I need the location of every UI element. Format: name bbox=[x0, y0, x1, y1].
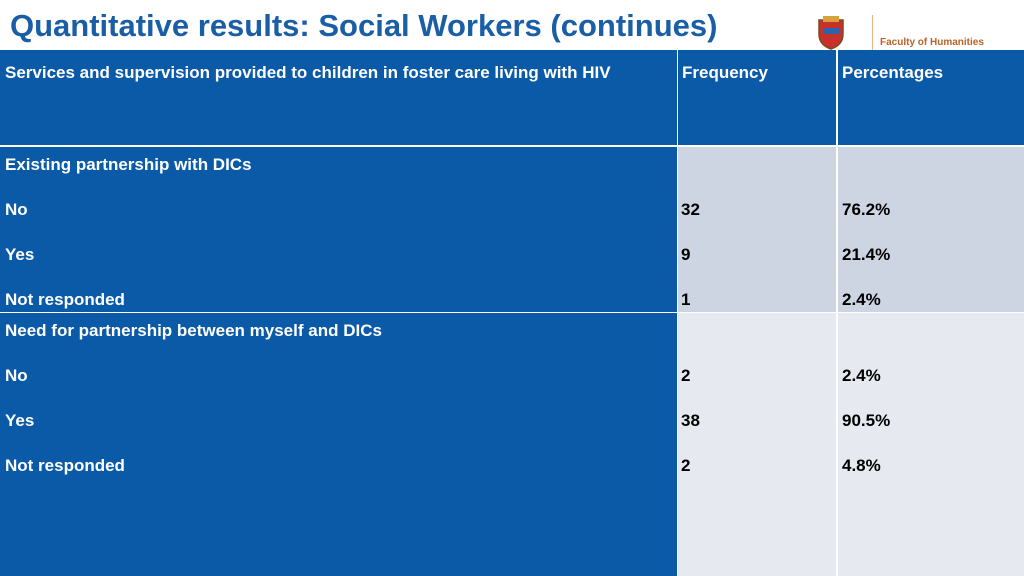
section-label-cell bbox=[0, 147, 677, 312]
percentage: 2.4% bbox=[842, 366, 881, 385]
section-heading: Existing partnership with DICs bbox=[5, 155, 252, 174]
frequency: 9 bbox=[681, 245, 691, 264]
section-cell bbox=[678, 313, 836, 576]
row-label: No bbox=[5, 200, 28, 219]
percentage: 90.5% bbox=[842, 411, 891, 430]
frequency: 1 bbox=[681, 290, 691, 309]
section-cell bbox=[838, 147, 1024, 312]
table: Services and supervision provided to chi… bbox=[0, 50, 1024, 576]
frequency: 2 bbox=[681, 366, 691, 385]
logo-crest bbox=[818, 16, 844, 50]
section-cell bbox=[678, 147, 836, 312]
header-cell: Services and supervision provided to chi… bbox=[0, 50, 677, 145]
divider bbox=[872, 15, 873, 50]
row-label: Yes bbox=[5, 245, 35, 264]
row-label: Not responded bbox=[5, 290, 125, 309]
frequency: 32 bbox=[681, 200, 700, 219]
percentage: 2.4% bbox=[842, 290, 881, 309]
header-cell: Frequency bbox=[678, 50, 836, 145]
row-label: No bbox=[5, 366, 28, 385]
row-label: Yes bbox=[5, 411, 35, 430]
percentage: 76.2% bbox=[842, 200, 891, 219]
row-label: Not responded bbox=[5, 456, 125, 475]
section-cell bbox=[838, 313, 1024, 576]
frequency: 38 bbox=[681, 411, 700, 430]
percentage: 4.8% bbox=[842, 456, 881, 475]
percentage: 21.4% bbox=[842, 245, 891, 264]
slide-title: Quantitative results: Social Workers (co… bbox=[10, 8, 718, 43]
header-cell: Percentages bbox=[838, 50, 1024, 145]
faculty-name: Faculty of Humanities bbox=[880, 37, 984, 48]
frequency: 2 bbox=[681, 456, 691, 475]
section-heading: Need for partnership between myself and … bbox=[5, 321, 382, 340]
section-label-cell bbox=[0, 313, 677, 576]
